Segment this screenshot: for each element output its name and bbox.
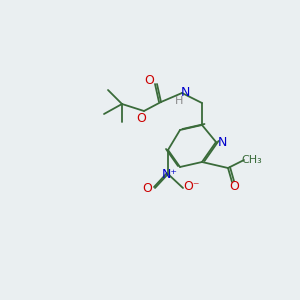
Text: N: N bbox=[180, 86, 190, 100]
Text: O: O bbox=[229, 179, 239, 193]
Text: O: O bbox=[144, 74, 154, 88]
Text: N: N bbox=[217, 136, 227, 148]
Text: O: O bbox=[142, 182, 152, 194]
Text: CH₃: CH₃ bbox=[242, 155, 262, 165]
Text: N⁺: N⁺ bbox=[162, 167, 178, 181]
Text: O: O bbox=[136, 112, 146, 125]
Text: H: H bbox=[175, 96, 183, 106]
Text: O⁻: O⁻ bbox=[183, 181, 199, 194]
